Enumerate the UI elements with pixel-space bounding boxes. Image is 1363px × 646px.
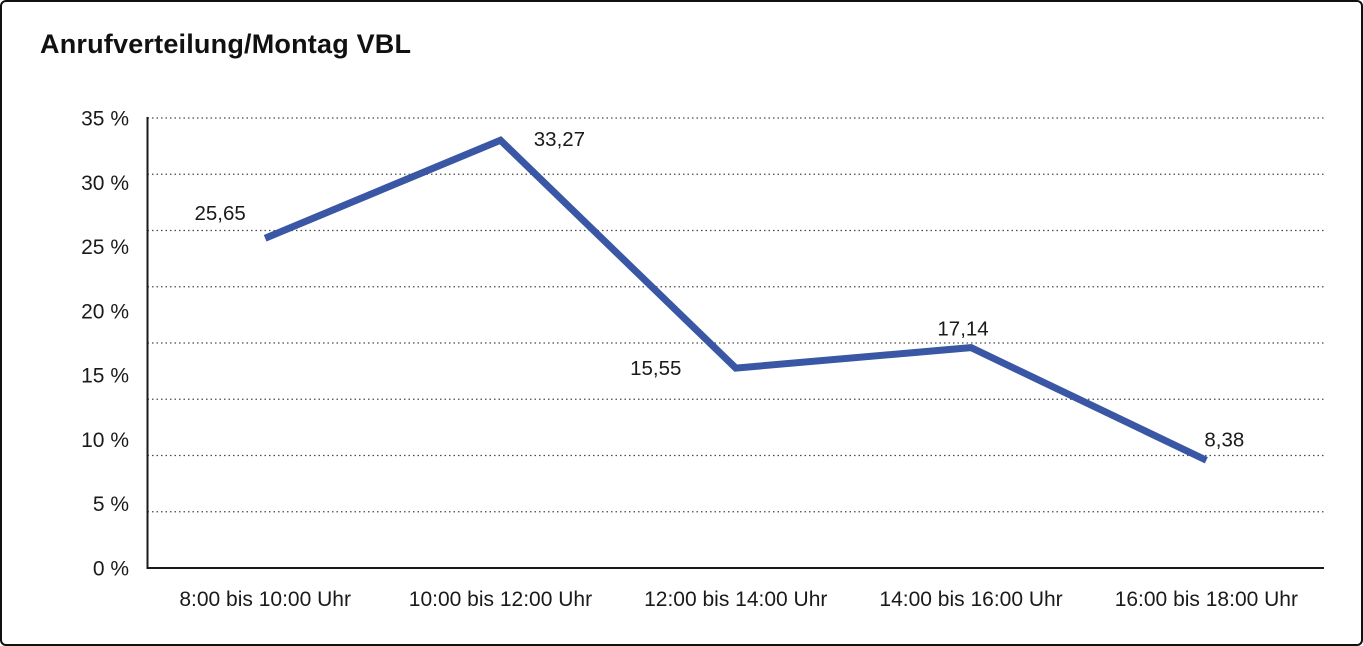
x-tick-label: 12:00 bis 14:00 Uhr bbox=[644, 588, 827, 611]
data-label: 17,14 bbox=[937, 318, 988, 341]
y-tick-label: 35 % bbox=[81, 108, 129, 131]
x-tick-label: 8:00 bis 10:00 Uhr bbox=[179, 588, 351, 611]
data-label: 8,38 bbox=[1204, 428, 1244, 451]
x-tick-label: 10:00 bis 12:00 Uhr bbox=[409, 588, 592, 611]
chart-title: Anrufverteilung/Montag VBL bbox=[40, 29, 412, 59]
y-tick-label: 20 % bbox=[81, 300, 129, 323]
data-label: 33,27 bbox=[534, 128, 585, 151]
x-tick-label: 16:00 bis 18:00 Uhr bbox=[1115, 588, 1298, 611]
y-tick-label: 25 % bbox=[81, 236, 129, 259]
y-tick-label: 10 % bbox=[81, 429, 129, 452]
y-tick-label: 30 % bbox=[81, 172, 129, 195]
data-label: 25,65 bbox=[194, 202, 245, 225]
y-tick-label: 0 % bbox=[93, 558, 129, 581]
y-tick-label: 15 % bbox=[81, 365, 129, 388]
x-tick-label: 14:00 bis 16:00 Uhr bbox=[879, 588, 1062, 611]
y-tick-label: 5 % bbox=[93, 493, 129, 516]
data-label: 15,55 bbox=[630, 357, 681, 380]
series-line bbox=[263, 136, 1208, 464]
